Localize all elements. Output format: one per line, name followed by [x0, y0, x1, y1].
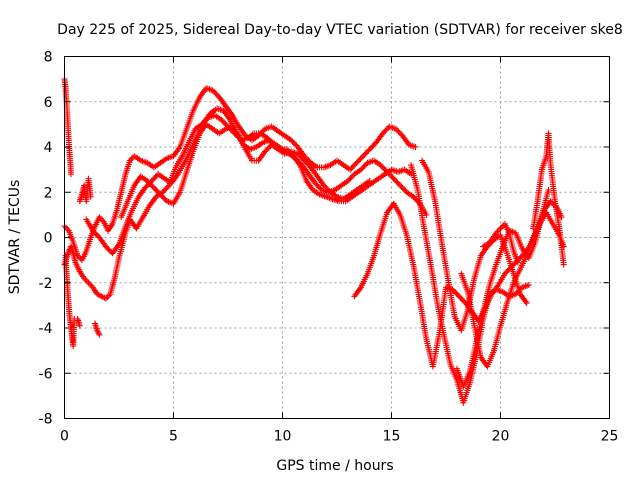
y-tick-label: -6	[39, 366, 53, 382]
series-6	[408, 162, 532, 406]
y-tick-label: -4	[39, 321, 53, 337]
series-14	[76, 175, 94, 205]
series-4-markers	[118, 121, 373, 221]
x-tick-label: 20	[492, 429, 510, 445]
series-12-markers	[61, 76, 74, 178]
series-11	[480, 220, 521, 266]
series-14-markers	[76, 175, 94, 205]
series-15	[92, 320, 103, 338]
x-axis-label: GPS time / hours	[276, 458, 393, 474]
series-7-markers	[419, 157, 530, 334]
series-4	[118, 121, 373, 221]
series-3	[83, 105, 430, 257]
y-tick-label: 4	[44, 140, 53, 156]
y-axis-label: SDTVAR / TECUs	[7, 180, 23, 295]
series-3-markers	[83, 105, 430, 257]
chart-title: Day 225 of 2025, Sidereal Day-to-day VTE…	[57, 22, 623, 38]
series-1	[61, 112, 415, 302]
grid-lines	[64, 56, 610, 419]
series-2	[61, 85, 419, 264]
axis-ticks: 0 5 10 15 20 25 -8 -6 -4 -2 0 2 4 6 8	[39, 50, 619, 445]
series-9-markers	[458, 209, 567, 370]
y-tick-label: 6	[44, 95, 53, 111]
series-7	[419, 157, 530, 334]
x-tick-label: 15	[383, 429, 401, 445]
series-10	[530, 130, 567, 268]
series-16	[74, 315, 83, 329]
series-8-markers	[453, 187, 552, 390]
series-12	[61, 76, 74, 178]
x-tick-label: 5	[169, 429, 178, 445]
series-15-markers	[92, 320, 103, 338]
series-16-markers	[74, 315, 83, 329]
series-9	[458, 209, 567, 370]
y-tick-label: 2	[44, 185, 53, 201]
y-tick-label: 8	[44, 50, 53, 66]
x-tick-label: 25	[601, 429, 619, 445]
y-tick-label: -8	[39, 412, 53, 428]
series-6-markers	[408, 162, 532, 406]
y-tick-label: -2	[39, 276, 53, 292]
y-tick-label: 0	[44, 231, 53, 247]
series-10-markers	[530, 130, 567, 268]
series-11-markers	[480, 220, 521, 266]
x-tick-label: 0	[60, 429, 69, 445]
data-marks	[61, 76, 567, 406]
series-13	[62, 252, 78, 350]
x-tick-label: 10	[274, 429, 292, 445]
series-13-markers	[62, 252, 78, 350]
series-8	[453, 187, 552, 390]
series-2-markers	[61, 85, 419, 264]
series-1-markers	[61, 112, 415, 302]
